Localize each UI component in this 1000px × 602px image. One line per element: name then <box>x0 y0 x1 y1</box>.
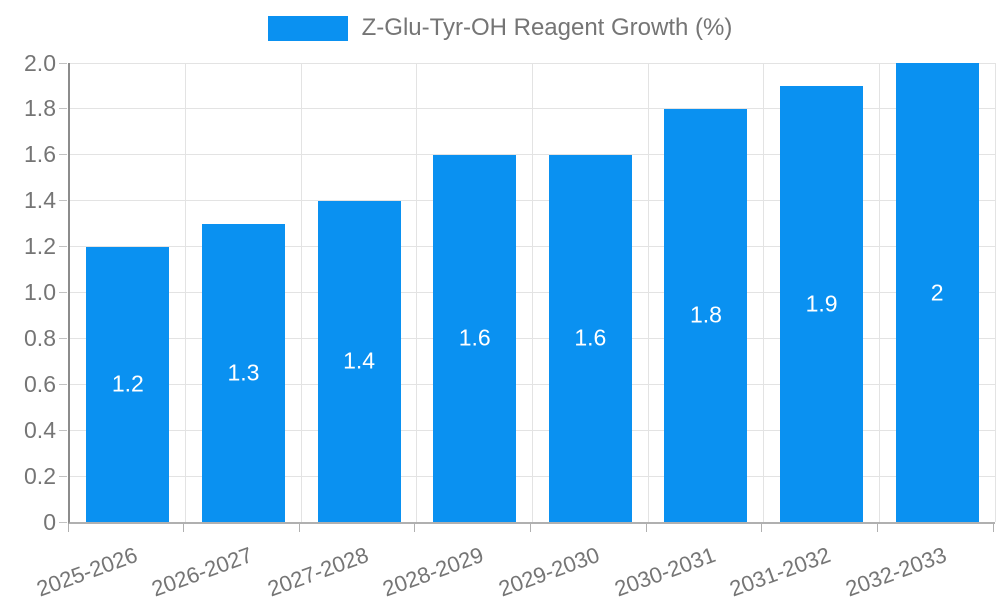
x-axis-tick <box>761 524 763 532</box>
y-axis-tick <box>59 200 67 202</box>
bar-value-label: 1.9 <box>805 290 838 317</box>
x-axis-tick <box>876 524 878 532</box>
y-axis-tick <box>59 246 67 248</box>
y-axis-label: 1.0 <box>24 279 56 305</box>
y-axis-tick <box>59 475 67 477</box>
x-axis-label: 2032-2033 <box>842 542 950 602</box>
bar-value-label: 1.6 <box>458 324 491 351</box>
bar-value-label: 1.3 <box>227 359 260 386</box>
y-axis-label: 1.6 <box>24 141 56 168</box>
x-axis-label: 2029-2030 <box>495 542 603 602</box>
gridline-vertical <box>185 63 187 522</box>
gridline-vertical <box>300 63 302 522</box>
bar-2026-2027[interactable]: 1.3 <box>201 223 285 522</box>
gridline-vertical <box>994 63 996 522</box>
gridline-vertical <box>532 63 533 522</box>
x-axis-tick <box>530 524 531 532</box>
legend[interactable]: Z-Glu-Tyr-OH Reagent Growth (%) <box>0 14 1000 42</box>
x-axis-tick <box>298 524 300 532</box>
gridline-vertical <box>416 63 418 522</box>
x-axis-label: 2026-2027 <box>148 542 256 602</box>
bar-2028-2029[interactable]: 1.6 <box>433 154 517 522</box>
y-axis-tick <box>59 292 67 293</box>
gridline-vertical <box>647 63 649 522</box>
x-axis-label: 2025-2026 <box>32 542 141 602</box>
x-axis-label: 2027-2028 <box>264 542 372 602</box>
y-axis-label: 0.4 <box>24 416 56 443</box>
y-axis-tick <box>59 154 67 156</box>
y-axis-tick <box>59 337 67 339</box>
x-axis-tick <box>414 524 416 532</box>
gridline-vertical <box>878 63 880 522</box>
y-axis-label: 0.6 <box>24 370 56 397</box>
bar-2029-2030[interactable]: 1.6 <box>548 154 632 522</box>
x-axis-label: 2030-2031 <box>611 542 719 602</box>
bar-value-label: 1.4 <box>343 347 376 374</box>
bar-chart-plot-area: 1.2 1.3 1.4 1.6 1.6 1.8 1.9 2 <box>68 62 996 524</box>
y-axis-tick <box>59 383 67 385</box>
bar-2025-2026[interactable]: 1.2 <box>86 246 170 522</box>
y-axis-label: 2.0 <box>24 49 56 76</box>
bar-value-label: 1.6 <box>574 324 607 351</box>
gridline-vertical <box>763 63 765 522</box>
y-axis-label: 0.8 <box>24 324 56 351</box>
bar-value-label: 1.8 <box>689 301 722 328</box>
y-axis-tick <box>59 62 67 64</box>
bar-2032-2033[interactable]: 2 <box>895 63 979 522</box>
bar-2027-2028[interactable]: 1.4 <box>317 200 401 522</box>
legend-label: Z-Glu-Tyr-OH Reagent Growth (%) <box>361 14 733 41</box>
bar-value-label: 2 <box>930 279 944 305</box>
bar-value-label: 1.2 <box>111 370 144 397</box>
bar-2030-2031[interactable]: 1.8 <box>664 108 748 522</box>
y-axis-tick <box>59 521 67 523</box>
x-axis-label: 2028-2029 <box>379 542 488 602</box>
y-axis-label: 1.8 <box>24 95 56 122</box>
y-axis-tick <box>59 429 67 431</box>
y-axis-label: 0 <box>43 508 56 535</box>
y-axis-label: 0.2 <box>24 462 56 489</box>
x-axis-tick <box>645 524 647 532</box>
legend-swatch <box>267 15 348 41</box>
x-axis-tick <box>183 524 185 532</box>
x-axis-label: 2031-2032 <box>726 542 835 602</box>
y-axis-label: 1.2 <box>24 233 56 260</box>
y-axis-tick <box>59 108 67 110</box>
x-axis-tick <box>992 524 994 532</box>
bar-2031-2032[interactable]: 1.9 <box>780 85 864 522</box>
x-axis-tick <box>67 524 69 532</box>
y-axis-label: 1.4 <box>24 187 56 214</box>
